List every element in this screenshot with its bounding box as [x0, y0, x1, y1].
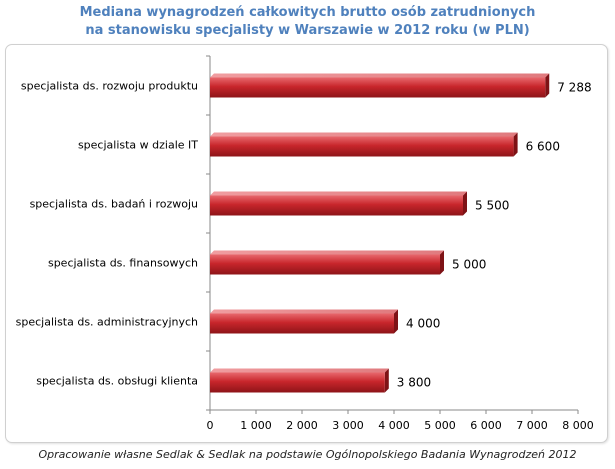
bar-front-face: [210, 372, 385, 393]
value-label: 6 600: [526, 140, 560, 154]
bar-side-face: [545, 73, 550, 98]
bar-front-face: [210, 77, 546, 98]
bar-front-face: [210, 136, 514, 157]
value-label: 7 288: [557, 81, 591, 95]
category-label: specjalista ds. administracyjnych: [16, 316, 198, 329]
bar-front-face: [210, 195, 463, 216]
bar-front-face: [210, 254, 440, 275]
chart-title: Mediana wynagrodzeń całkowitych brutto o…: [0, 4, 615, 40]
category-label: specjalista ds. badań i rozwoju: [30, 198, 198, 211]
bar-side-face: [440, 250, 444, 275]
x-tick-label: 6 000: [470, 419, 502, 432]
bar: [210, 309, 398, 334]
bar: [210, 73, 550, 98]
x-tick-label: 7 000: [516, 419, 548, 432]
x-tick-label: 2 000: [286, 419, 318, 432]
x-tick-label: 5 000: [424, 419, 456, 432]
bar-top-face: [210, 250, 444, 255]
bar-side-face: [463, 191, 467, 216]
category-label: specjalista ds. obsługi klienta: [36, 375, 198, 388]
bar: [210, 250, 444, 275]
bar-top-face: [210, 368, 389, 373]
bar-side-face: [384, 368, 389, 393]
category-label: specjalista w dziale IT: [78, 139, 198, 152]
bar: [210, 132, 518, 157]
chart-title-line-2: na stanowisku specjalisty w Warszawie w …: [85, 23, 530, 38]
bar: [210, 191, 467, 216]
category-label: specjalista ds. finansowych: [48, 257, 198, 270]
value-label: 5 000: [452, 258, 486, 272]
footer-source: Opracowanie własne Sedlak & Sedlak na po…: [38, 448, 577, 461]
x-tick-label: 3 000: [332, 419, 364, 432]
bar-front-face: [210, 313, 394, 334]
bar-top-face: [210, 132, 518, 137]
x-tick-label: 1 000: [240, 419, 272, 432]
value-label: 4 000: [406, 317, 440, 331]
value-label: 5 500: [475, 199, 509, 213]
bar-top-face: [210, 191, 467, 196]
bar: [210, 368, 389, 393]
bar-side-face: [394, 309, 398, 334]
category-label: specjalista ds. rozwoju produktu: [21, 80, 198, 93]
x-tick-label: 8 000: [562, 419, 594, 432]
chart-title-line-1: Mediana wynagrodzeń całkowitych brutto o…: [79, 5, 536, 20]
x-tick-label: 0: [207, 419, 214, 432]
bar-side-face: [513, 132, 518, 157]
bar-top-face: [210, 309, 398, 314]
x-tick-label: 4 000: [378, 419, 410, 432]
value-label: 3 800: [397, 376, 431, 390]
bar-top-face: [210, 73, 550, 78]
